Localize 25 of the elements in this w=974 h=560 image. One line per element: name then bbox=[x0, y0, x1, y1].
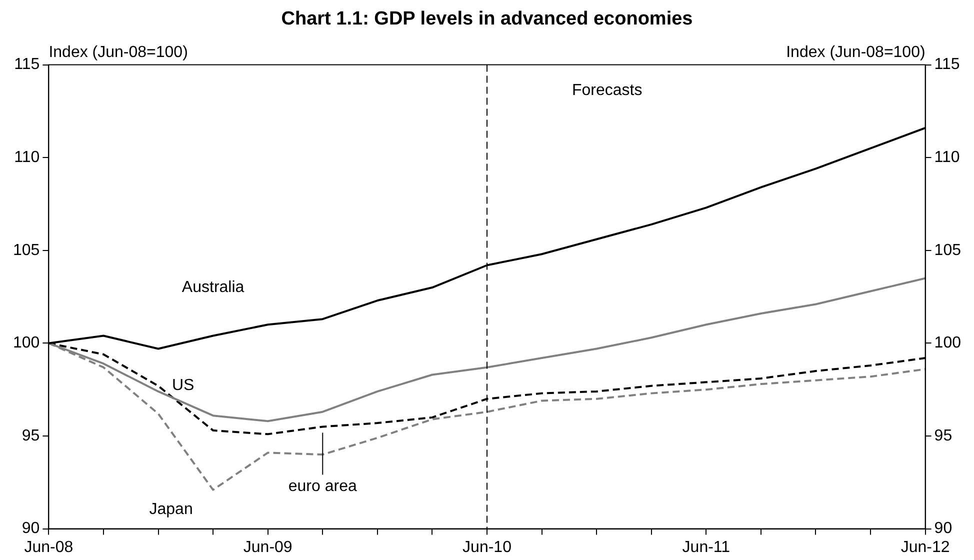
x-tick-label: Jun-12 bbox=[900, 538, 950, 556]
y-tick-label: 115 bbox=[14, 56, 40, 74]
chart-title: Chart 1.1: GDP levels in advanced economies bbox=[281, 8, 693, 30]
y2-axis-title: Index (Jun-08=100) bbox=[786, 44, 926, 62]
y-tick-label: 110 bbox=[14, 149, 40, 166]
y-tick-label: 95 bbox=[22, 427, 40, 444]
annotation: Forecasts bbox=[572, 82, 642, 100]
text: Australia bbox=[182, 279, 244, 296]
y-tick-label: 100 bbox=[12, 334, 40, 352]
series-label: US bbox=[172, 376, 194, 394]
y2-tick-label: 115 bbox=[934, 56, 960, 74]
y-tick-label: 105 bbox=[12, 242, 40, 259]
y2-tick-label: 100 bbox=[934, 334, 962, 352]
series-label: Japan bbox=[149, 501, 193, 518]
y2-tick-label: 90 bbox=[934, 520, 952, 538]
text: euro area bbox=[288, 478, 357, 496]
y-tick-label: 90 bbox=[22, 520, 40, 538]
x-tick-label: Jun-08 bbox=[24, 538, 74, 556]
x-tick-label: Jun-10 bbox=[462, 538, 512, 556]
y2-tick-label: 95 bbox=[934, 427, 952, 444]
y-axis-title: Index (Jun-08=100) bbox=[48, 44, 188, 62]
x-tick-label: Jun-09 bbox=[243, 538, 292, 556]
x-tick-label: Jun-11 bbox=[682, 538, 730, 556]
y2-tick-label: 110 bbox=[934, 149, 960, 166]
y2-tick-label: 105 bbox=[934, 242, 962, 259]
